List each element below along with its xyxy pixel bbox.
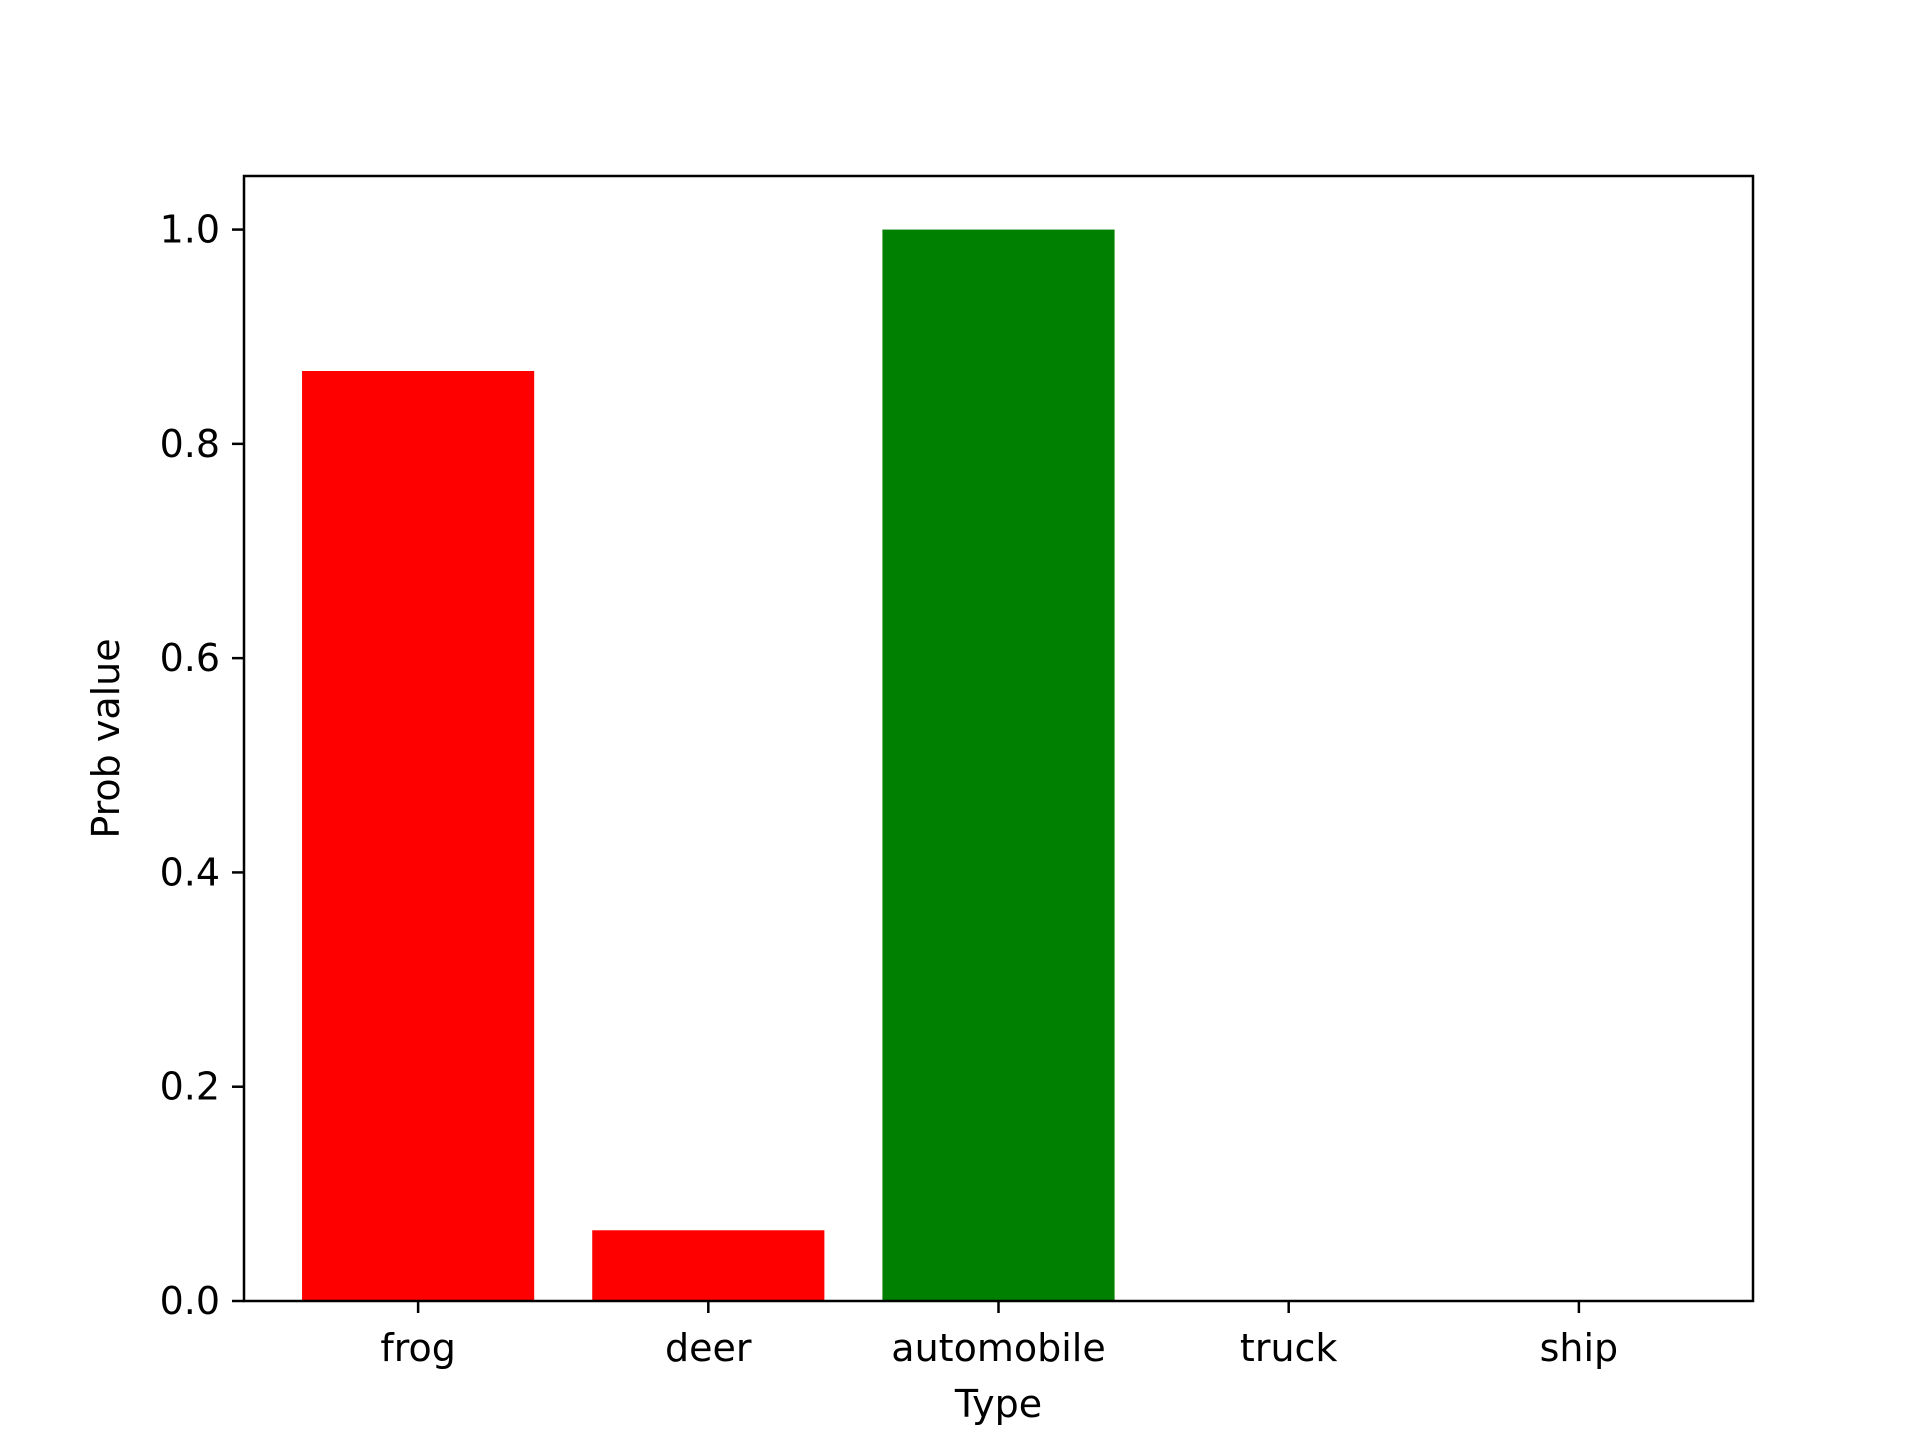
x-tick-label-truck: truck: [1240, 1326, 1338, 1370]
y-tick-label: 1.0: [160, 208, 220, 252]
bar-frog: [302, 371, 535, 1301]
plot-frame: [242, 174, 1755, 1303]
y-tick-label: 0.6: [160, 636, 220, 680]
x-tick-label-automobile: automobile: [891, 1326, 1105, 1370]
y-tick-label: 0.0: [160, 1279, 220, 1323]
y-axis-label: Prob value: [84, 638, 128, 838]
bars-layer: [302, 229, 1115, 1302]
y-tick-label: 0.8: [160, 422, 220, 466]
y-axis-ticks: 0.0 0.2 0.4 0.6 0.8 1.0: [160, 208, 244, 1323]
y-tick-label: 0.2: [160, 1065, 220, 1109]
bar-automobile: [882, 229, 1115, 1302]
x-tick-label-ship: ship: [1540, 1326, 1619, 1370]
bar-deer: [592, 1230, 825, 1301]
x-tick-label-frog: frog: [380, 1326, 456, 1370]
x-axis-label: Type: [954, 1382, 1042, 1426]
y-tick-label: 0.4: [160, 850, 220, 894]
x-tick-label-deer: deer: [665, 1326, 752, 1370]
x-axis-ticks: frog deer automobile truck ship: [380, 1301, 1618, 1370]
